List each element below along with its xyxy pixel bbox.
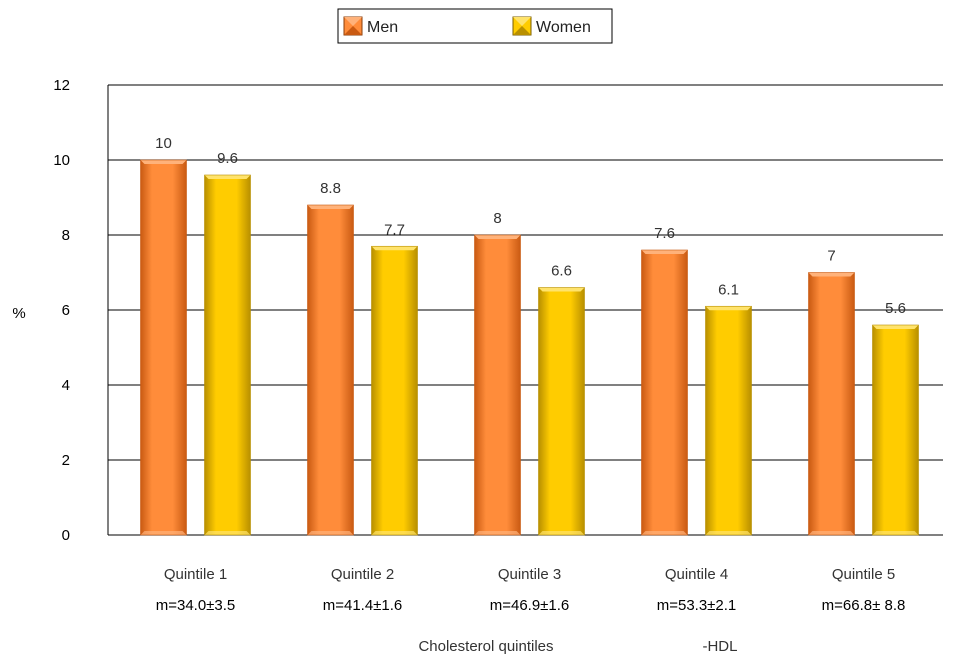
category-label: Quintile 3 (498, 566, 561, 583)
bar-men (641, 249, 688, 536)
y-tick-label: 6 (62, 302, 70, 319)
category-mean-label: m=46.9±1.6 (490, 597, 570, 614)
y-tick-label: 4 (62, 377, 70, 394)
data-labels: 10 9.6 8.8 7.7 8 6.6 7.6 6.1 7 5.6 (155, 135, 906, 317)
data-label-men: 7.6 (654, 225, 675, 242)
category-mean-label: m=34.0±3.5 (156, 597, 236, 614)
category-mean-label: m=41.4±1.6 (323, 597, 403, 614)
data-label-men: 8 (493, 210, 501, 227)
data-label-women: 7.7 (384, 221, 405, 238)
category-mean-label: m=53.3±2.1 (657, 597, 737, 614)
legend-label-women: Women (536, 19, 591, 36)
bar-men (808, 272, 855, 536)
y-tick-label: 2 (62, 452, 70, 469)
legend-box (337, 8, 613, 44)
bars (140, 159, 919, 536)
y-axis-ticks: 0 2 4 6 8 10 12 (53, 77, 70, 544)
category-labels: Quintile 1 m=34.0±3.5 Quintile 2 m=41.4±1.6… (156, 566, 906, 614)
data-label-women: 9.6 (217, 150, 238, 167)
x-axis-label-suffix: -HDL (702, 638, 737, 655)
category-label: Quintile 1 (164, 566, 227, 583)
y-tick-label: 0 (62, 527, 70, 544)
legend-swatch-women (512, 16, 532, 36)
category-label: Quintile 2 (331, 566, 394, 583)
legend-swatch-men (343, 16, 363, 36)
bar-women (538, 287, 585, 536)
bar-women (705, 305, 752, 536)
y-tick-label: 12 (53, 77, 70, 94)
data-label-men: 10 (155, 135, 172, 152)
bar-women (371, 245, 418, 536)
bar-women (872, 324, 919, 536)
category-mean-label: m=66.8± 8.8 (822, 597, 906, 614)
data-label-women: 6.1 (718, 281, 739, 298)
data-label-men: 7 (827, 248, 835, 265)
category-label: Quintile 5 (832, 566, 895, 583)
data-label-women: 5.6 (885, 300, 906, 317)
bar-men (307, 204, 354, 536)
data-label-women: 6.6 (551, 263, 572, 280)
x-axis-label: Cholesterol quintiles (418, 638, 553, 655)
legend: Men Women (337, 8, 613, 44)
y-axis-label: % (12, 305, 25, 322)
y-tick-label: 10 (53, 152, 70, 169)
bar-women (204, 174, 251, 536)
bar-men (474, 234, 521, 536)
category-label: Quintile 4 (665, 566, 728, 583)
bar-men (140, 159, 187, 536)
y-tick-label: 8 (62, 227, 70, 244)
legend-label-men: Men (367, 19, 398, 36)
data-label-men: 8.8 (320, 180, 341, 197)
